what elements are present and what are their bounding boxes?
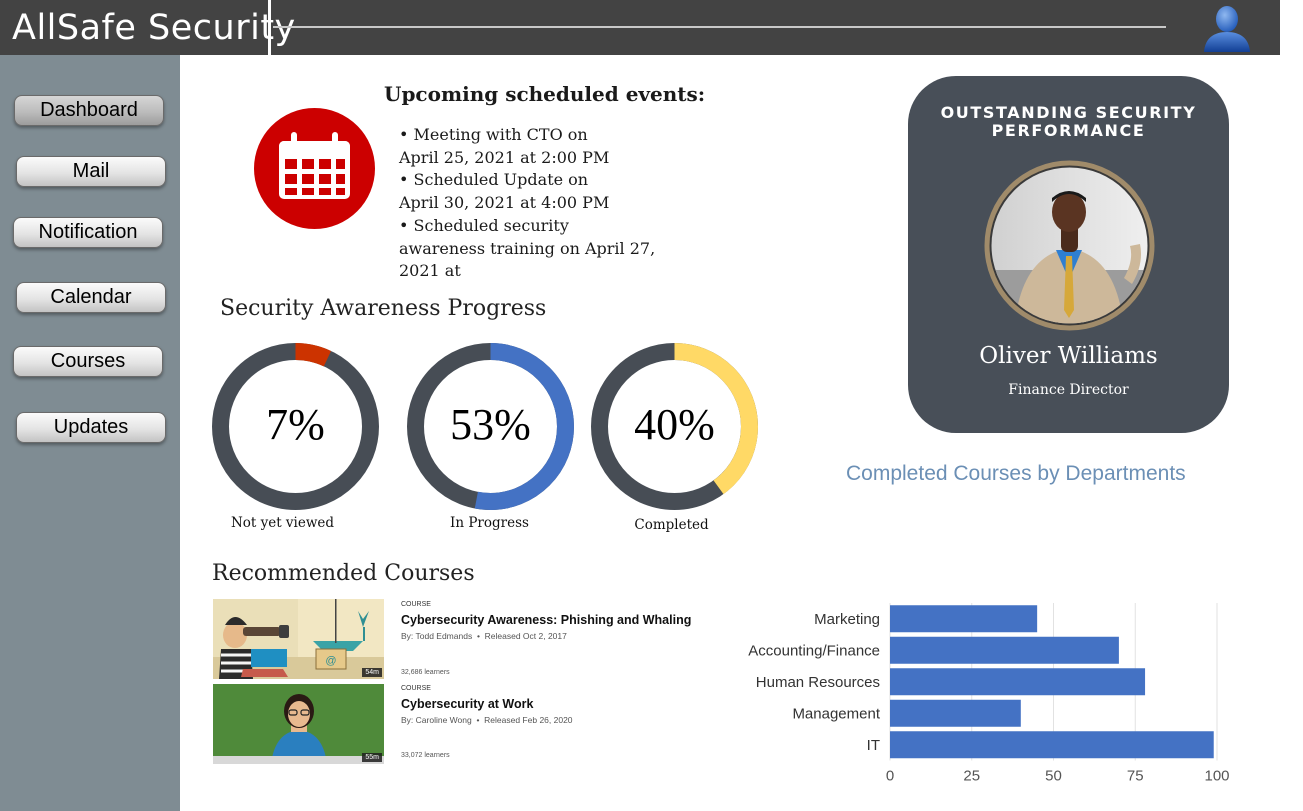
bar-accounting-finance (890, 636, 1119, 664)
header-divider (268, 0, 271, 55)
course-duration: 55m (362, 753, 382, 762)
course-title[interactable]: Cybersecurity Awareness: Phishing and Wh… (401, 613, 692, 627)
y-category-label: Management (792, 705, 880, 722)
y-category-label: Accounting/Finance (748, 642, 880, 659)
events-title: Upcoming scheduled events: (384, 82, 706, 106)
instructor-photo (213, 684, 384, 764)
progress-title: Security Awareness Progress (220, 296, 547, 321)
bar-management (890, 699, 1021, 727)
bar-human-resources (890, 668, 1146, 696)
x-tick-label: 50 (1045, 768, 1062, 785)
in-progress-percent: 53% (450, 400, 531, 449)
chart-title: Completed Courses by Departments (846, 462, 1186, 485)
department-bar-chart: 0 25 50 75 100 Marketing Accounting/Finance Hum… (748, 603, 1230, 785)
course-title[interactable]: Cybersecurity at Work (401, 697, 534, 711)
course-learners: 32,686 learners (401, 669, 450, 676)
sidebar-item-notification[interactable]: Notification (13, 217, 163, 248)
completed-donut (591, 343, 758, 510)
donut-arc (591, 343, 758, 510)
completed-label: Completed (634, 517, 709, 533)
meta-separator: • (474, 631, 485, 641)
not-viewed-donut (212, 343, 379, 510)
x-tick-label: 100 (1204, 768, 1229, 785)
in-progress-label: In Progress (450, 515, 529, 531)
not-viewed-percent: 7% (266, 400, 325, 449)
award-employee-name: Oliver Williams (979, 343, 1158, 369)
course-author: By: Todd Edmands (401, 631, 473, 641)
not-viewed-label: Not yet viewed (230, 515, 335, 531)
top-header: AllSafe Security (0, 0, 1280, 55)
donut-arc (407, 343, 574, 510)
award-title: OUTSTANDING SECURITY PERFORMANCE (940, 103, 1197, 140)
sidebar-item-courses[interactable]: Courses (13, 346, 163, 377)
recommended-title: Recommended Courses (212, 561, 475, 586)
bar-it (890, 731, 1214, 759)
meta-separator: • (474, 715, 485, 725)
course-kind: COURSE (401, 601, 431, 608)
sidebar-item-updates[interactable]: Updates (16, 412, 166, 443)
sidebar: Dashboard Mail Notification Calendar Cou… (0, 55, 180, 811)
phishing-illustration: @ (213, 599, 384, 679)
award-employee-role: Finance Director (1008, 382, 1129, 398)
y-category-label: Human Resources (756, 674, 880, 691)
event-item: • Scheduled security awareness training … (399, 215, 656, 281)
y-category-label: IT (867, 737, 880, 754)
sidebar-item-calendar[interactable]: Calendar (16, 282, 166, 313)
sidebar-item-dashboard[interactable]: Dashboard (14, 95, 164, 126)
award-card: OUTSTANDING SECURITY PERFORMANCE Oliver … (908, 76, 1229, 433)
event-item: • Scheduled Update on April 30, 2021 at … (399, 170, 610, 213)
events-list: • Meeting with CTO on April 25, 2021 at … (399, 124, 699, 283)
x-tick-label: 0 (886, 768, 894, 785)
event-item: • Meeting with CTO on April 25, 2021 at … (399, 125, 610, 167)
y-category-label: Marketing (814, 611, 880, 628)
donut-arc (212, 343, 379, 510)
course-kind: COURSE (401, 685, 431, 692)
calendar-icon (254, 108, 375, 229)
course-thumbnail[interactable]: @ 54m (213, 599, 384, 679)
svg-text:@: @ (325, 655, 336, 667)
in-progress-donut (407, 343, 574, 510)
course-author: By: Caroline Wong (401, 715, 472, 725)
course-duration: 54m (362, 668, 382, 677)
course-learners: 33,072 learners (401, 752, 450, 759)
employee-photo (984, 160, 1155, 331)
header-rule (273, 26, 1166, 28)
user-avatar-icon[interactable] (1200, 2, 1254, 54)
completed-percent: 40% (634, 400, 715, 449)
app-title: AllSafe Security (12, 8, 296, 48)
course-released: Released Oct 2, 2017 (484, 631, 567, 641)
course-meta: By: Caroline Wong • Released Feb 26, 202… (401, 715, 573, 725)
x-tick-label: 75 (1127, 768, 1144, 785)
course-thumbnail[interactable]: 55m (213, 684, 384, 764)
course-released: Released Feb 26, 2020 (484, 715, 573, 725)
course-meta: By: Todd Edmands • Released Oct 2, 2017 (401, 631, 567, 641)
sidebar-item-mail[interactable]: Mail (16, 156, 166, 187)
x-tick-label: 25 (963, 768, 980, 785)
bar-marketing (890, 605, 1038, 633)
